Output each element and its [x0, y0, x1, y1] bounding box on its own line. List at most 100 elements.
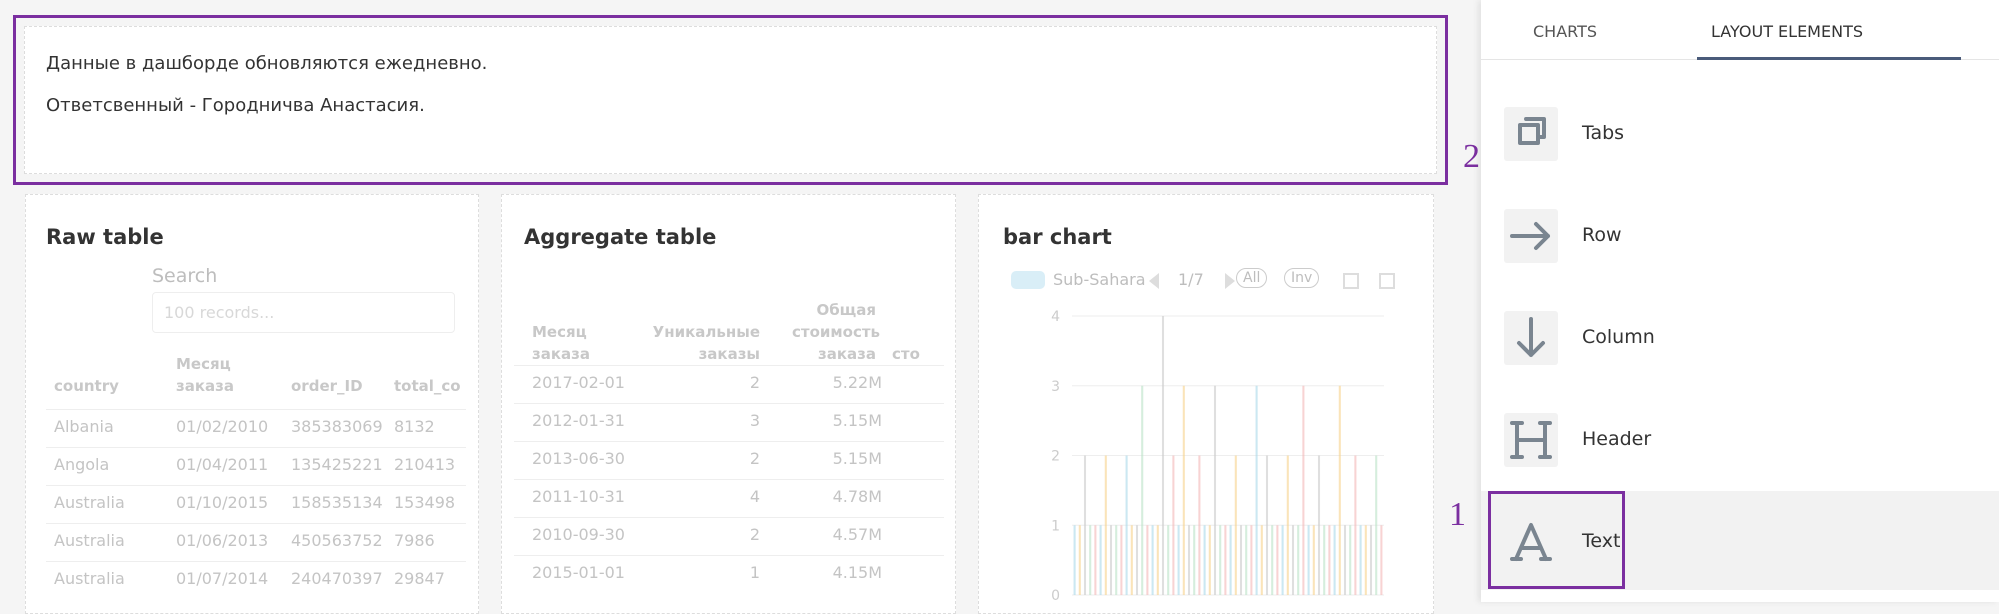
row-line — [514, 403, 944, 404]
cell: 2 — [749, 449, 760, 468]
item-icon[interactable] — [1504, 107, 1558, 161]
cell: 01/07/2014 — [176, 569, 269, 588]
markdown-card[interactable] — [24, 26, 1437, 174]
item-label[interactable]: Text — [1582, 530, 1621, 552]
annotation: 1 — [1449, 496, 1466, 533]
bar — [1130, 525, 1133, 595]
cell: 01/04/2011 — [176, 455, 269, 474]
bar — [1219, 525, 1222, 595]
reset-icon — [1379, 273, 1395, 289]
cell: 01/02/2010 — [176, 417, 269, 436]
column-header: Общая стоимость заказа — [792, 301, 881, 363]
cell: 4.57M — [832, 525, 882, 544]
cell: 4.15M — [832, 563, 882, 582]
bar — [1260, 525, 1263, 595]
side-panel: CHARTS LAYOUT ELEMENTS Tabs Row Column Head… — [1481, 0, 1999, 602]
row-line — [46, 447, 466, 448]
bar — [1255, 385, 1258, 595]
bar — [1265, 455, 1269, 595]
bar — [1297, 525, 1300, 595]
annotation: 2 — [1463, 138, 1480, 175]
highlight-box — [13, 15, 1448, 185]
y-tick-label: 1 — [1051, 518, 1060, 534]
bar — [1375, 455, 1378, 595]
cell: 4 — [749, 487, 760, 506]
legend-button: All — [1236, 268, 1268, 288]
icon-glyph — [1510, 421, 1552, 459]
row-line — [514, 517, 944, 518]
bar — [1073, 525, 1076, 595]
bar — [1187, 525, 1191, 595]
item-highlight — [1481, 491, 1999, 590]
bar — [1234, 455, 1237, 595]
icon — [1510, 523, 1552, 561]
legend-swatch — [1011, 271, 1045, 289]
bar — [1177, 525, 1180, 595]
aggregate-table-card[interactable]: Aggregate table Месяц заказа Уникальные за… — [501, 194, 956, 614]
cell: 01/06/2013 — [176, 531, 269, 550]
bar — [1380, 525, 1383, 595]
item-icon[interactable] — [1504, 413, 1558, 467]
bar — [1328, 525, 1331, 595]
item-icon[interactable] — [1504, 311, 1558, 365]
card-title: Aggregate table — [524, 225, 717, 249]
bar-chart-card[interactable]: bar chart Sub-Sahara 1/7 All Inv 0 1 2 3 4 — [978, 194, 1434, 614]
bar — [1156, 525, 1159, 595]
pager: 1/7 — [1178, 270, 1204, 289]
cell: 385383069 — [291, 417, 383, 436]
y-tick-label: 3 — [1051, 379, 1060, 395]
raw-table-card[interactable]: Raw table Search 100 records... country Меся… — [25, 194, 479, 614]
bar — [1135, 525, 1139, 595]
bar — [1323, 525, 1326, 595]
column-header: Месяц заказа — [532, 323, 590, 363]
tab-active[interactable]: LAYOUT ELEMENTS — [1711, 22, 1863, 41]
item-label[interactable]: Row — [1582, 224, 1622, 246]
item-label[interactable]: Tabs — [1582, 122, 1625, 144]
column-header: country — [54, 377, 119, 395]
bar — [1198, 455, 1201, 595]
tab[interactable]: CHARTS — [1533, 22, 1598, 41]
cell: Australia — [54, 493, 125, 512]
zoom-icon — [1343, 273, 1359, 289]
legend-label: Sub-Sahara — [1053, 270, 1146, 289]
item-label[interactable]: Header — [1582, 428, 1652, 450]
bar — [1167, 525, 1170, 595]
bar-plot: 0 1 2 3 4 — [1051, 273, 1395, 604]
cell: 2015-01-01 — [532, 563, 625, 582]
card-title: bar chart — [1003, 225, 1112, 249]
bar — [1369, 525, 1373, 595]
bar — [1291, 525, 1295, 595]
column-header: order_ID — [291, 377, 363, 395]
item-label[interactable]: Column — [1582, 326, 1655, 348]
bar — [1333, 525, 1336, 595]
markdown-line: Ответсвенный - Городничва Анастасия. — [46, 95, 425, 116]
bar — [1109, 525, 1113, 595]
bar — [1120, 525, 1123, 595]
y-tick-label: 0 — [1051, 588, 1060, 604]
highlight-box — [1488, 491, 1625, 589]
bar — [1307, 525, 1310, 595]
cell: Angola — [54, 455, 110, 474]
row-line — [46, 409, 466, 410]
bar — [1349, 525, 1352, 595]
row-line — [46, 561, 466, 562]
cell: 240470397 — [291, 569, 383, 588]
icon — [1518, 117, 1546, 145]
item-icon[interactable] — [1504, 209, 1558, 263]
bar — [1115, 525, 1118, 595]
cell: 1 — [749, 563, 760, 582]
search-placeholder: 100 records... — [164, 303, 275, 322]
bar — [1271, 525, 1274, 595]
bar — [1213, 385, 1217, 595]
cell: Albania — [54, 417, 114, 436]
icon — [1517, 317, 1545, 357]
bar — [1343, 525, 1347, 595]
card-title: Raw table — [46, 225, 164, 249]
bar — [1089, 525, 1092, 595]
icon-glyph — [1517, 317, 1545, 357]
icon — [1510, 222, 1550, 250]
bar — [1078, 525, 1081, 595]
item-icon[interactable] — [1504, 515, 1558, 569]
markdown-line: Данные в дашборде обновляются ежедневно. — [46, 53, 488, 74]
search-input — [152, 292, 455, 333]
